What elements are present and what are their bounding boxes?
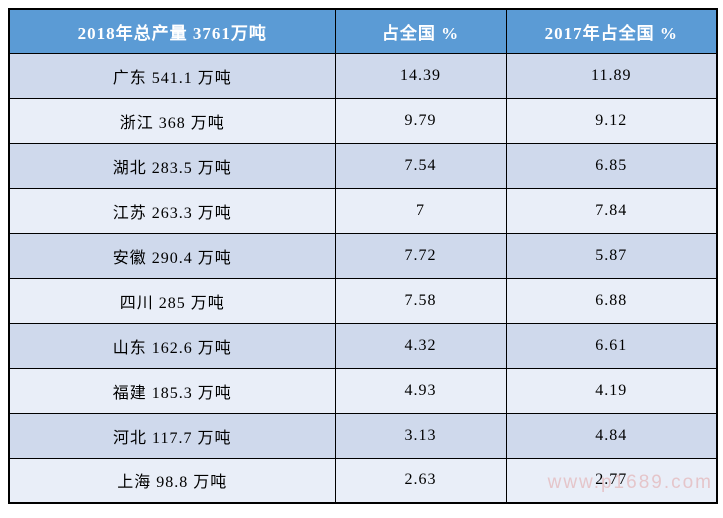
cell-share-2017: 9.12 (505, 97, 718, 144)
cell-region: 湖北 283.5 万吨 (8, 142, 336, 189)
table-row: 四川 285 万吨 7.58 6.88 (8, 277, 718, 324)
cell-region: 福建 185.3 万吨 (8, 367, 336, 414)
data-table: 2018年总产量 3761万吨 占全国 % 2017年占全国 % 广东 541.… (8, 8, 718, 504)
cell-region: 山东 162.6 万吨 (8, 322, 336, 369)
cell-share-2018: 3.13 (334, 412, 507, 459)
cell-share-2017: 6.85 (505, 142, 718, 189)
table-row: 福建 185.3 万吨 4.93 4.19 (8, 367, 718, 414)
cell-share-2018: 9.79 (334, 97, 507, 144)
production-share-table: 2018年总产量 3761万吨 占全国 % 2017年占全国 % 广东 541.… (8, 8, 718, 504)
table-row: 江苏 263.3 万吨 7 7.84 (8, 187, 718, 234)
header-share-2017: 2017年占全国 % (505, 8, 718, 54)
table-row: 上海 98.8 万吨 2.63 2.77 (8, 457, 718, 504)
table-row: 湖北 283.5 万吨 7.54 6.85 (8, 142, 718, 189)
cell-share-2017: 4.19 (505, 367, 718, 414)
cell-region: 浙江 368 万吨 (8, 97, 336, 144)
cell-region: 广东 541.1 万吨 (8, 52, 336, 99)
cell-share-2018: 2.63 (334, 457, 507, 504)
header-total-production: 2018年总产量 3761万吨 (8, 8, 336, 54)
cell-share-2018: 7.54 (334, 142, 507, 189)
table-row: 山东 162.6 万吨 4.32 6.61 (8, 322, 718, 369)
table-row: 浙江 368 万吨 9.79 9.12 (8, 97, 718, 144)
cell-share-2017: 11.89 (505, 52, 718, 99)
cell-region: 上海 98.8 万吨 (8, 457, 336, 504)
cell-share-2018: 4.32 (334, 322, 507, 369)
cell-share-2018: 4.93 (334, 367, 507, 414)
cell-share-2018: 7.58 (334, 277, 507, 324)
table-row: 安徽 290.4 万吨 7.72 5.87 (8, 232, 718, 279)
table-row: 河北 117.7 万吨 3.13 4.84 (8, 412, 718, 459)
cell-share-2018: 7 (334, 187, 507, 234)
cell-share-2017: 7.84 (505, 187, 718, 234)
cell-share-2018: 7.72 (334, 232, 507, 279)
cell-share-2017: 2.77 (505, 457, 718, 504)
cell-share-2017: 5.87 (505, 232, 718, 279)
cell-region: 安徽 290.4 万吨 (8, 232, 336, 279)
cell-share-2017: 6.61 (505, 322, 718, 369)
table-header-row: 2018年总产量 3761万吨 占全国 % 2017年占全国 % (8, 8, 718, 54)
table-row: 广东 541.1 万吨 14.39 11.89 (8, 52, 718, 99)
cell-share-2017: 4.84 (505, 412, 718, 459)
cell-region: 四川 285 万吨 (8, 277, 336, 324)
header-share-2018: 占全国 % (334, 8, 507, 54)
cell-share-2018: 14.39 (334, 52, 507, 99)
cell-share-2017: 6.88 (505, 277, 718, 324)
cell-region: 河北 117.7 万吨 (8, 412, 336, 459)
cell-region: 江苏 263.3 万吨 (8, 187, 336, 234)
